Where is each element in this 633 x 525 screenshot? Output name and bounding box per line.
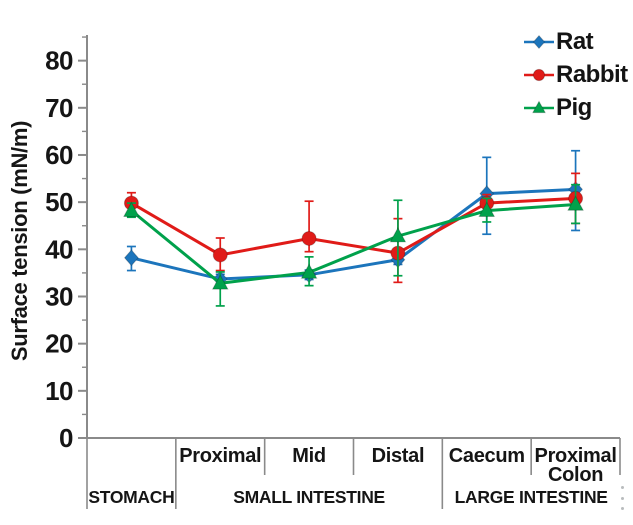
chart-legend: Rat Rabbit Pig [522,27,628,122]
svg-text:40: 40 [45,234,73,264]
legend-label-rabbit: Rabbit [556,60,628,88]
svg-text:Caecum: Caecum [449,445,525,467]
legend-item-pig: Pig [522,93,628,122]
svg-text:10: 10 [45,376,73,406]
scrollbar-artifact-dots [619,486,625,510]
svg-text:60: 60 [45,140,73,170]
svg-text:Proximal: Proximal [535,445,617,467]
legend-item-rabbit: Rabbit [522,60,628,89]
svg-text:LARGE INTESTINE: LARGE INTESTINE [455,487,608,507]
svg-text:20: 20 [45,329,73,359]
legend-label-pig: Pig [556,93,592,121]
svg-text:Proximal: Proximal [179,445,261,467]
svg-text:0: 0 [59,423,73,453]
svg-text:30: 30 [45,281,73,311]
svg-text:Distal: Distal [372,445,425,467]
pig-line-triangle-icon [524,99,554,113]
y-axis-title: Surface tension (mN/m) [7,120,32,362]
svg-text:80: 80 [45,46,73,76]
svg-text:Mid: Mid [292,445,326,467]
svg-text:Colon: Colon [548,464,603,486]
svg-text:SMALL INTESTINE: SMALL INTESTINE [233,487,385,507]
legend-item-rat: Rat [522,27,628,56]
svg-text:70: 70 [45,93,73,123]
rat-line-diamond-icon [524,34,554,49]
legend-label-rat: Rat [556,27,594,55]
rabbit-line-circle-icon [524,68,554,81]
svg-text:STOMACH: STOMACH [88,487,174,507]
svg-text:50: 50 [45,187,73,217]
